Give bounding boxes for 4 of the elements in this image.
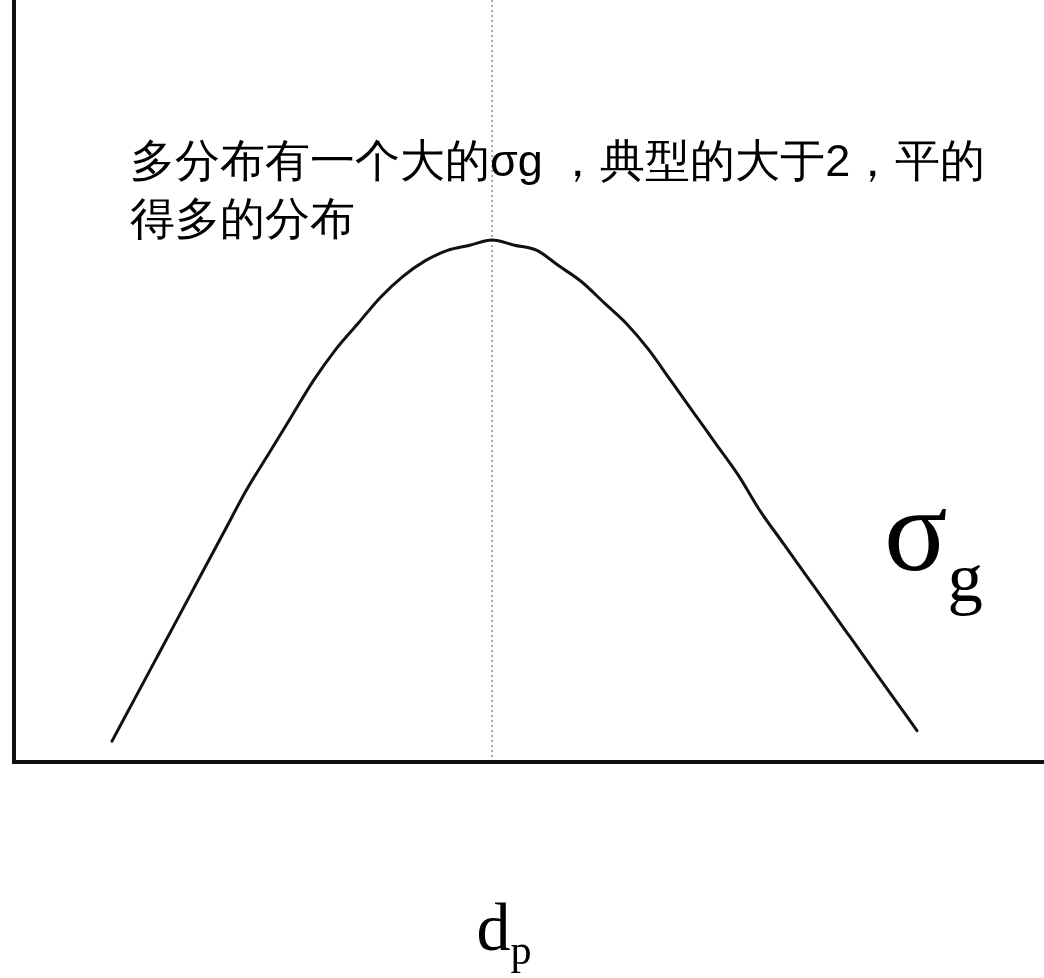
annotation: σ$_{g}$ bbox=[884, 465, 984, 616]
annotation: 得多的分布 bbox=[130, 193, 355, 244]
x-axis-title: d$_{p}$ bbox=[476, 889, 532, 973]
text: 多分布有一个大的σg ，典型的大于2，平的 bbox=[130, 135, 986, 186]
